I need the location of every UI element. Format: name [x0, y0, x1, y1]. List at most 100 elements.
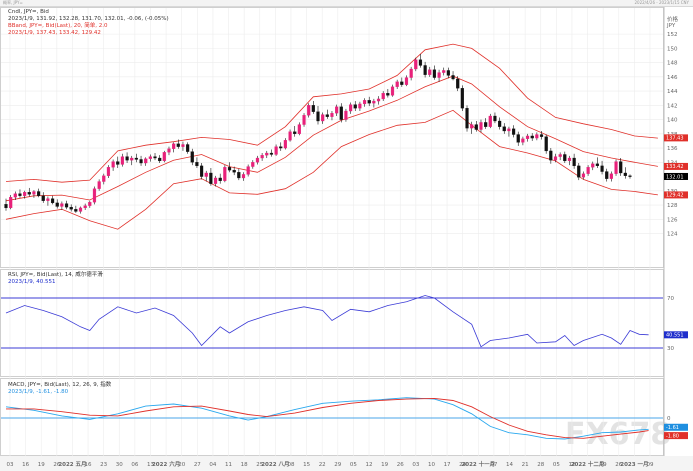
- x-tick-label: 13: [147, 462, 154, 468]
- legend-line: 2023/1/9, 131.92, 132.28, 131.70, 132.01…: [8, 16, 169, 22]
- candle: [293, 125, 297, 137]
- candle: [125, 152, 129, 164]
- candle-body: [409, 68, 413, 78]
- x-tick-label: 18: [241, 462, 248, 468]
- candle-body: [581, 173, 586, 178]
- price-tag-label: 129.42: [666, 193, 684, 199]
- candle-body: [283, 140, 287, 149]
- candle-body: [330, 113, 334, 117]
- x-tick-label: 2023 一月: [620, 460, 648, 468]
- candle-body: [567, 157, 572, 162]
- candle-body: [232, 169, 236, 173]
- legend-line: 2023/1/9, 137.43, 133.42, 129.42: [8, 30, 101, 36]
- candle-body: [37, 191, 41, 196]
- x-tick-label: 2022 十一月: [461, 460, 495, 468]
- candle: [623, 167, 627, 179]
- candle: [37, 188, 41, 198]
- rsi-tick-label: 30: [667, 346, 674, 352]
- rsi-value-tag-label: 40.551: [666, 333, 684, 339]
- candle-body: [297, 124, 301, 134]
- candle-body: [199, 165, 204, 177]
- candle: [428, 66, 432, 77]
- candle-body: [288, 131, 292, 141]
- candle: [199, 163, 204, 180]
- candle: [232, 166, 236, 176]
- candle-body: [535, 134, 539, 139]
- price-tick-label: 146: [667, 75, 678, 81]
- candle: [111, 159, 115, 171]
- candle: [484, 118, 488, 129]
- candle: [418, 54, 423, 68]
- candle-body: [423, 65, 427, 75]
- price-tag: [664, 134, 688, 142]
- candle-body: [88, 202, 92, 206]
- candle: [223, 165, 227, 183]
- candle: [213, 175, 218, 187]
- candle-body: [69, 207, 73, 210]
- chart-canvas: FX678 1241261281301341361381401421441461…: [0, 7, 693, 471]
- x-tick-label: 12: [366, 462, 373, 468]
- x-tick-label: 2022 十二月: [571, 460, 605, 468]
- candle: [390, 84, 395, 97]
- x-tick-label: 26: [53, 462, 60, 468]
- macd-tick-label: 0: [667, 416, 671, 422]
- candle: [381, 91, 385, 102]
- candle-body: [134, 157, 138, 160]
- price-tick-label: 142: [667, 103, 678, 109]
- candle: [279, 142, 283, 151]
- candle-body: [456, 78, 460, 89]
- price-tick-label: 148: [667, 61, 678, 67]
- x-tick-label: 09: [647, 462, 654, 468]
- candle-body: [246, 166, 250, 175]
- candle: [386, 88, 390, 98]
- candle: [218, 173, 222, 184]
- x-tick-label: 17: [444, 462, 451, 468]
- candle-body: [237, 172, 241, 179]
- candle-body: [400, 81, 404, 85]
- x-tick-label: 11: [225, 462, 232, 468]
- macd-value-tag-label: -1.61: [666, 425, 679, 431]
- candle-body: [460, 88, 464, 109]
- candle: [246, 164, 250, 177]
- candle: [395, 79, 399, 89]
- x-tick-label: 05: [553, 462, 560, 468]
- candle: [251, 160, 255, 169]
- candle: [102, 173, 106, 185]
- candle-body: [344, 110, 348, 120]
- candle-body: [50, 198, 55, 204]
- macd-value-tag: [664, 432, 688, 440]
- candle-body: [190, 151, 194, 163]
- bband-upper-line: [5, 43, 658, 183]
- x-tick-label: 06: [131, 462, 138, 468]
- candle-body: [432, 69, 437, 78]
- legend-line: 2023/1/9, 40.551: [8, 279, 55, 285]
- price-tick-label: 140: [667, 118, 678, 124]
- candle: [41, 192, 45, 203]
- candle-body: [186, 144, 190, 152]
- candle: [530, 133, 534, 141]
- candle-body: [335, 106, 339, 114]
- candle-body: [120, 156, 125, 165]
- candle-body: [511, 128, 516, 135]
- window-title: 概率, JPY=: [3, 0, 23, 5]
- price-tick-label: 128: [667, 203, 678, 209]
- candle: [470, 121, 474, 134]
- candle-body: [227, 167, 232, 171]
- candle: [628, 174, 632, 179]
- x-tick-label: 10: [428, 462, 435, 468]
- candle: [92, 186, 97, 205]
- candle-body: [204, 172, 208, 177]
- x-tick-label: 14: [506, 462, 513, 468]
- price-tick-label: 152: [667, 32, 678, 38]
- candle: [181, 141, 185, 151]
- candle: [493, 112, 497, 124]
- candle: [437, 69, 441, 82]
- candle-body: [465, 108, 469, 129]
- candle-body: [372, 100, 376, 104]
- candle: [605, 168, 609, 182]
- rsi-panel-frame: [0, 269, 664, 377]
- macd-value-tag: [664, 423, 688, 431]
- macd-panel: [1, 397, 663, 440]
- macd-signal-line: [6, 397, 649, 439]
- candle: [139, 155, 143, 166]
